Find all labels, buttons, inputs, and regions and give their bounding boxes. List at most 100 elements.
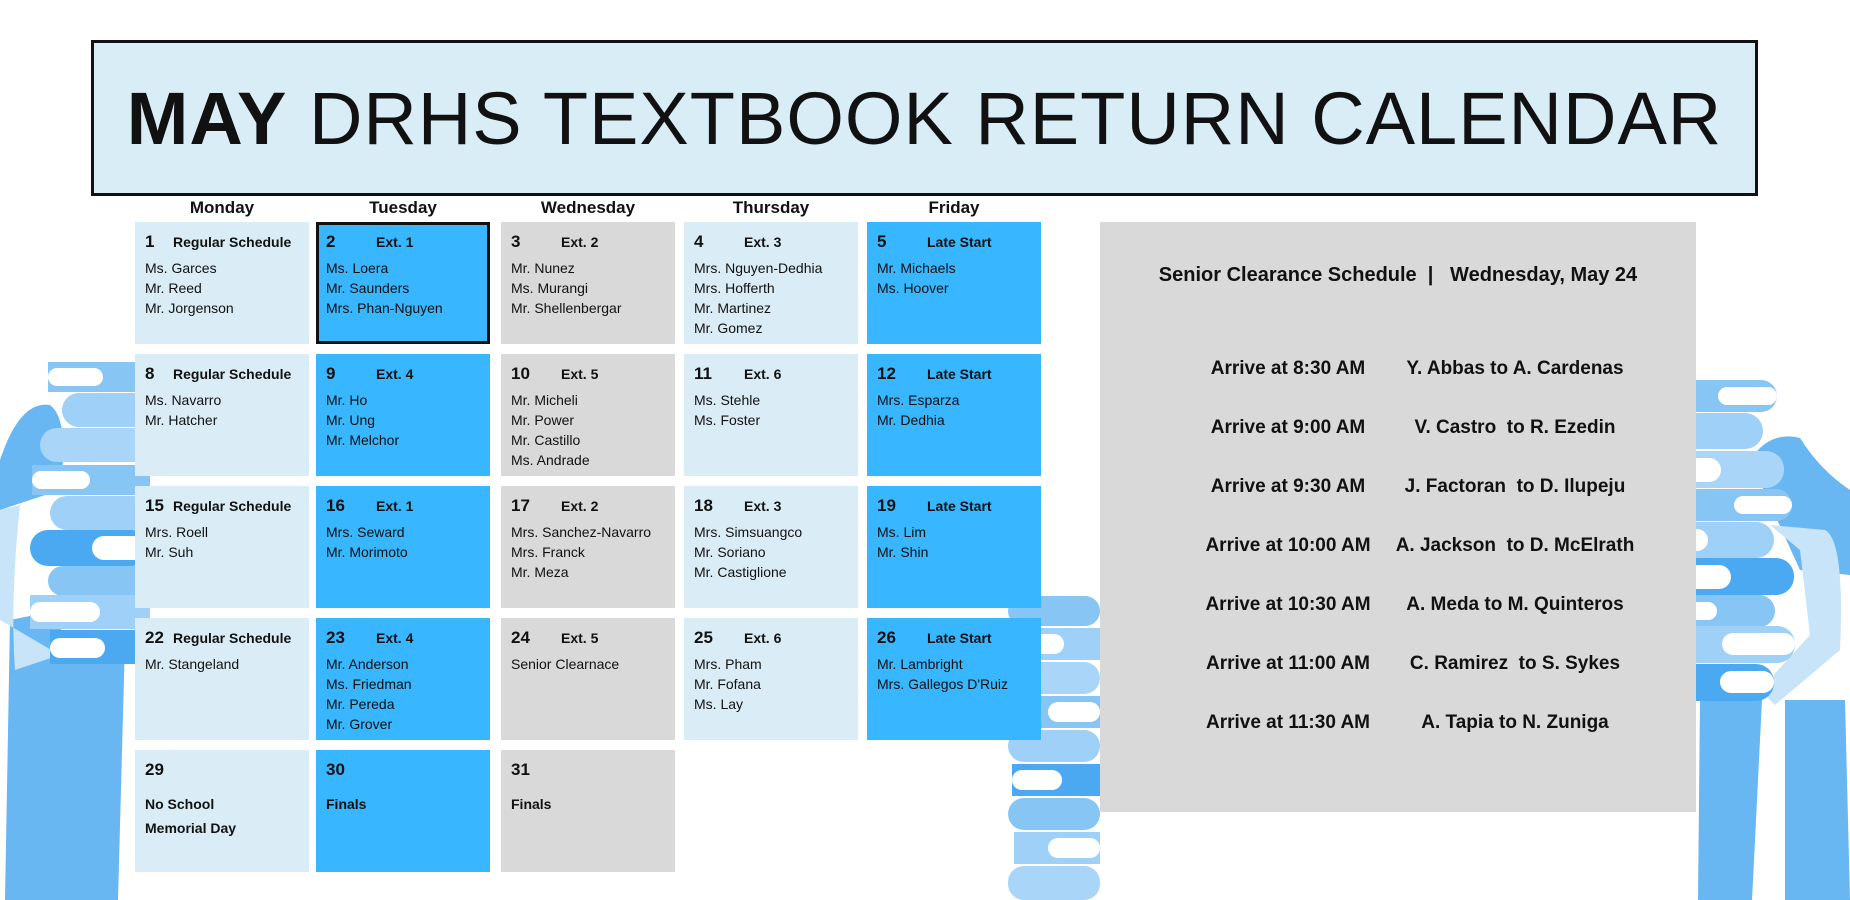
teacher-name: Mrs. Phan-Nguyen: [326, 300, 443, 316]
teacher-list: Mr. Ho Mr. Ung Mr. Melchor: [326, 390, 480, 450]
teacher-name: Mr. Grover: [326, 716, 393, 732]
teacher-name: Mr. Shin: [877, 544, 929, 560]
teacher-name: Mr. Gomez: [694, 320, 763, 336]
teacher-list: Ms. Garces Mr. Reed Mr. Jorgenson: [145, 258, 299, 318]
day-note: No School Memorial Day: [145, 792, 299, 840]
calendar-day-9: 9 Ext. 4 Mr. Ho Mr. Ung Mr. Melchor: [316, 354, 490, 476]
day-number: 12: [877, 364, 896, 383]
day-label: Ext. 4: [376, 630, 414, 646]
day-header-row: 22 Regular Schedule: [145, 628, 299, 648]
day-header-row: 11 Ext. 6: [694, 364, 848, 384]
day-label: Ext. 1: [376, 234, 414, 250]
day-number: 10: [511, 364, 530, 383]
day-label: Late Start: [927, 630, 992, 646]
senior-clearance-panel: Senior Clearance Schedule | Wednesday, M…: [1100, 222, 1696, 812]
arrival-time: Arrive at 9:30 AM: [1210, 476, 1366, 497]
calendar-day-12: 12 Late Start Mrs. Esparza Mr. Dedhia: [867, 354, 1041, 476]
calendar-day-8: 8 Regular Schedule Ms. Navarro Mr. Hatcher: [135, 354, 309, 476]
teacher-name: Mrs. Nguyen-Dedhia: [694, 260, 823, 276]
title-month: MAY: [126, 76, 288, 160]
teacher-name: Ms. Navarro: [145, 392, 222, 408]
calendar-day-2: 2 Ext. 1 Ms. Loera Mr. Saunders Mrs. Phan-Ng…: [316, 222, 490, 344]
teacher-list: Mrs. Simsuangco Mr. Soriano Mr. Castiglion…: [694, 522, 848, 582]
teacher-name: Mr. Suh: [145, 544, 194, 560]
calendar-day-17: 17 Ext. 2 Mrs. Sanchez-Navarro Mrs. Franck M…: [501, 486, 675, 608]
day-label: Ext. 5: [561, 630, 599, 646]
calendar-day-26: 26 Late Start Mr. Lambright Mrs. Gallegos D…: [867, 618, 1041, 740]
day-number: 24: [511, 628, 530, 647]
day-number: 4: [694, 232, 704, 251]
teacher-name: Mr. Meza: [511, 564, 569, 580]
teacher-name: Mr. Michaels: [877, 260, 956, 276]
day-header-row: 1 Regular Schedule: [145, 232, 299, 252]
day-header-friday: Friday: [928, 198, 980, 217]
day-header-row: 23 Ext. 4: [326, 628, 480, 648]
day-number: 31: [511, 760, 530, 779]
calendar-day-10: 10 Ext. 5 Mr. Micheli Mr. Power Mr. Castillo…: [501, 354, 675, 476]
day-header-row: 31: [511, 760, 665, 780]
teacher-name: Mrs. Simsuangco: [694, 524, 803, 540]
name-range: A. Tapia to N. Zuniga: [1421, 712, 1609, 733]
teacher-name: Ms. Lay: [694, 696, 744, 712]
day-number: 16: [326, 496, 345, 515]
teacher-name: Mr. Stangeland: [145, 656, 240, 672]
day-number: 18: [694, 496, 713, 515]
arrival-time: Arrive at 9:00 AM: [1210, 417, 1366, 438]
day-header-row: 19 Late Start: [877, 496, 1031, 516]
day-label: Ext. 5: [561, 366, 599, 382]
day-number: 22: [145, 628, 164, 647]
teacher-list: Mr. Anderson Ms. Friedman Mr. Pereda Mr. Gr…: [326, 654, 480, 734]
calendar-day-11: 11 Ext. 6 Ms. Stehle Ms. Foster: [684, 354, 858, 476]
day-number: 15: [145, 496, 164, 515]
day-header-wednesday: Wednesday: [540, 198, 636, 217]
calendar-day-16: 16 Ext. 1 Mrs. Seward Mr. Morimoto: [316, 486, 490, 608]
day-header-row: 3 Ext. 2: [511, 232, 665, 252]
day-note-line: No School: [145, 796, 215, 812]
day-number: 5: [877, 232, 887, 251]
teacher-name: Mr. Ho: [326, 392, 368, 408]
teacher-name: Ms. Andrade: [511, 452, 590, 468]
teacher-name: Mrs. Seward: [326, 524, 405, 540]
calendar-day-25: 25 Ext. 6 Mrs. Pham Mr. Fofana Ms. Lay: [684, 618, 858, 740]
calendar-day-18: 18 Ext. 3 Mrs. Simsuangco Mr. Soriano Mr. Ca…: [684, 486, 858, 608]
teacher-name: Mr. Micheli: [511, 392, 578, 408]
title-rest: DRHS TEXTBOOK RETURN CALENDAR: [308, 76, 1723, 160]
calendar-day-23: 23 Ext. 4 Mr. Anderson Ms. Friedman Mr. Pere…: [316, 618, 490, 740]
teacher-name: Ms. Hoover: [877, 280, 949, 296]
teacher-list: Mrs. Seward Mr. Morimoto: [326, 522, 480, 562]
day-header-row: 2 Ext. 1: [326, 232, 480, 252]
teacher-name: Ms. Loera: [326, 260, 389, 276]
day-header-monday: Monday: [189, 198, 255, 217]
teacher-name: Ms. Foster: [694, 412, 761, 428]
teacher-list: Mr. Nunez Ms. Murangi Mr. Shellenbergar: [511, 258, 665, 318]
day-label: Ext. 1: [376, 498, 414, 514]
page-title: MAY DRHS TEXTBOOK RETURN CALENDAR: [127, 76, 1723, 161]
day-label: Ext. 6: [744, 366, 782, 382]
name-range: Y. Abbas to A. Cardenas: [1406, 358, 1624, 379]
teacher-list: Mr. Lambright Mrs. Gallegos D'Ruiz: [877, 654, 1031, 694]
teacher-name: Mr. Saunders: [326, 280, 410, 296]
day-header-row: 24 Ext. 5: [511, 628, 665, 648]
day-number: 29: [145, 760, 164, 779]
teacher-name: Ms. Murangi: [511, 280, 589, 296]
teacher-list: Ms. Lim Mr. Shin: [877, 522, 1031, 562]
calendar-day-24: 24 Ext. 5 Senior Clearnace: [501, 618, 675, 740]
day-note-line: Finals: [326, 796, 367, 812]
teacher-list: Mr. Stangeland: [145, 654, 299, 674]
day-note-line: Finals: [511, 796, 552, 812]
name-range: A. Meda to M. Quinteros: [1406, 594, 1624, 615]
teacher-name: Mr. Lambright: [877, 656, 963, 672]
day-header-row: 29: [145, 760, 299, 780]
day-label: Ext. 4: [376, 366, 414, 382]
teacher-name: Mrs. Hofferth: [694, 280, 775, 296]
day-label: Regular Schedule: [173, 630, 292, 646]
day-header-row: 16 Ext. 1: [326, 496, 480, 516]
teacher-name: Mrs. Esparza: [877, 392, 960, 408]
day-number: 8: [145, 364, 155, 383]
calendar-day-3: 3 Ext. 2 Mr. Nunez Ms. Murangi Mr. Shellenbe…: [501, 222, 675, 344]
teacher-name: Ms. Lim: [877, 524, 926, 540]
person-carrying-books-illustration-left: [0, 362, 150, 900]
teacher-list: Ms. Stehle Ms. Foster: [694, 390, 848, 430]
day-number: 19: [877, 496, 896, 515]
day-header-row: 15 Regular Schedule: [145, 496, 299, 516]
